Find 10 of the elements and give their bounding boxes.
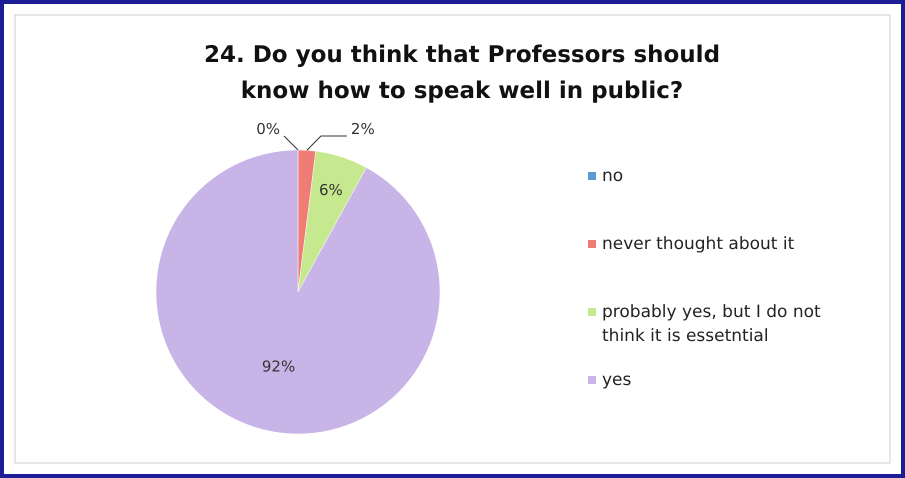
data-label: 92% bbox=[262, 358, 296, 376]
data-label: 2% bbox=[350, 120, 375, 138]
text: 0% bbox=[256, 120, 280, 138]
legend-label: never thought about it bbox=[602, 234, 795, 254]
legend-label: probably yes, but I do not think it is essetntial bbox=[602, 302, 821, 346]
data-label: 6% bbox=[319, 180, 343, 199]
legend-label: yes bbox=[602, 370, 632, 390]
legend-label: no bbox=[602, 166, 624, 186]
chart-title: 24. Do you think that Professors should know how to speak well in public? bbox=[204, 42, 720, 104]
pie-slice bbox=[156, 150, 440, 434]
